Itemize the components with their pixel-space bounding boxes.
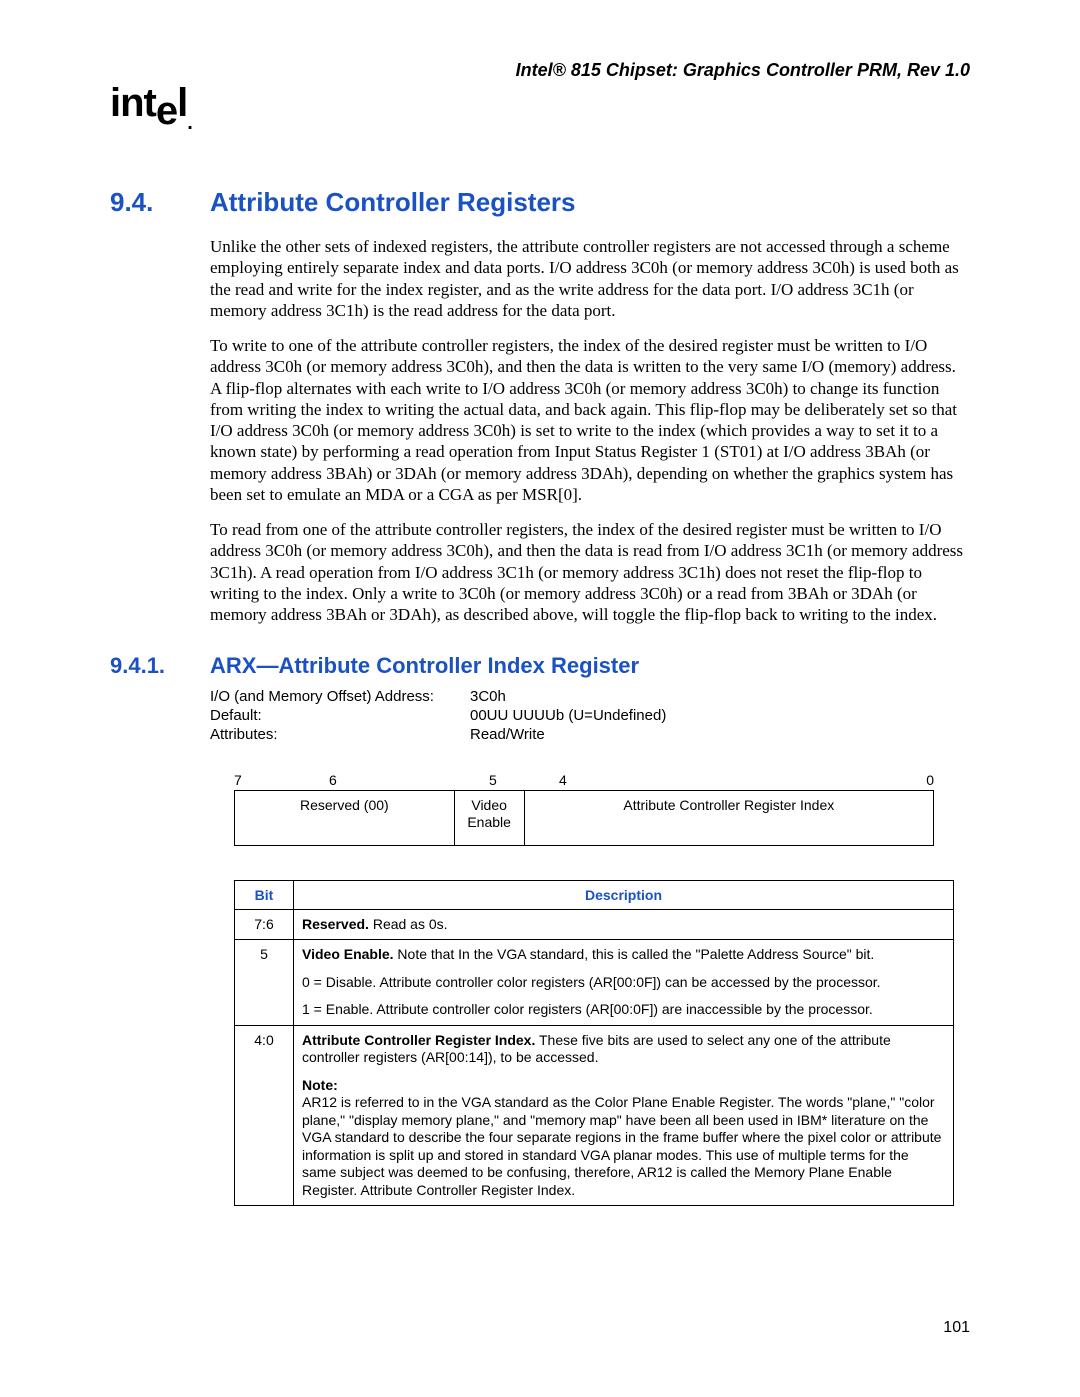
bit-cell: VideoEnable	[455, 791, 525, 846]
kv-value: 00UU UUUUb (U=Undefined)	[470, 706, 666, 725]
page-number: 101	[943, 1319, 970, 1337]
kv-row: Attributes: Read/Write	[210, 725, 666, 744]
paragraph: To write to one of the attribute control…	[210, 335, 970, 505]
col-header-description: Description	[294, 880, 954, 909]
bit-description: Video Enable. Note that In the VGA stand…	[294, 940, 954, 1026]
table-row: 7:6 Reserved. Read as 0s.	[235, 909, 954, 940]
table-row: 5 Video Enable. Note that In the VGA stan…	[235, 940, 954, 1026]
kv-row: I/O (and Memory Offset) Address: 3C0h	[210, 687, 666, 706]
bit-description: Reserved. Read as 0s.	[294, 909, 954, 940]
section-body: Unlike the other sets of indexed registe…	[210, 236, 970, 625]
running-header: Intel® 815 Chipset: Graphics Controller …	[110, 60, 970, 81]
bit-cell: Reserved (00)	[235, 791, 455, 846]
kv-value: 3C0h	[470, 687, 666, 706]
description-line: Attribute Controller Register Index. The…	[302, 1032, 945, 1067]
kv-key: Default:	[210, 706, 470, 725]
page: Intel® 815 Chipset: Graphics Controller …	[0, 0, 1080, 1397]
description-line: AR12 is referred to in the VGA standard …	[302, 1094, 945, 1199]
bit-range: 7:6	[235, 909, 294, 940]
bit-layout-diagram: 76540 Reserved (00)VideoEnableAttribute …	[234, 772, 934, 846]
table-row: 4:0Attribute Controller Register Index. …	[235, 1025, 954, 1206]
section-title: Attribute Controller Registers	[210, 187, 576, 218]
table-header-row: Bit Description	[235, 880, 954, 909]
intel-logo: intel.	[110, 81, 970, 131]
subsection-number: 9.4.1.	[110, 653, 210, 679]
bit-cell: Attribute Controller Register Index	[525, 791, 934, 846]
bit-description: Attribute Controller Register Index. The…	[294, 1025, 954, 1206]
subsection-heading: 9.4.1. ARX—Attribute Controller Index Re…	[110, 653, 970, 679]
bit-description-table: Bit Description 7:6 Reserved. Read as 0s.…	[234, 880, 954, 1207]
bit-cells-row: Reserved (00)VideoEnableAttribute Contro…	[234, 791, 934, 846]
bit-number: 0	[624, 772, 934, 790]
bit-range: 5	[235, 940, 294, 1026]
bit-number: 4	[559, 772, 624, 790]
paragraph: Unlike the other sets of indexed registe…	[210, 236, 970, 321]
section-number: 9.4.	[110, 187, 210, 218]
bit-number: 6	[329, 772, 489, 790]
col-header-bit: Bit	[235, 880, 294, 909]
section-heading: 9.4. Attribute Controller Registers	[110, 187, 970, 218]
description-line: Reserved. Read as 0s.	[302, 916, 945, 934]
kv-key: Attributes:	[210, 725, 470, 744]
description-line: Note:	[302, 1077, 945, 1095]
description-line: 0 = Disable. Attribute controller color …	[302, 974, 945, 992]
kv-key: I/O (and Memory Offset) Address:	[210, 687, 470, 706]
bit-number: 5	[489, 772, 559, 790]
description-line: 1 = Enable. Attribute controller color r…	[302, 1001, 945, 1019]
paragraph: To read from one of the attribute contro…	[210, 519, 970, 625]
bit-range: 4:0	[235, 1025, 294, 1206]
bit-number: 7	[234, 772, 329, 790]
description-line: Video Enable. Note that In the VGA stand…	[302, 946, 945, 964]
subsection-title: ARX—Attribute Controller Index Register	[210, 653, 639, 679]
kv-row: Default: 00UU UUUUb (U=Undefined)	[210, 706, 666, 725]
bit-numbers-row: 76540	[234, 772, 934, 791]
subsection-body: I/O (and Memory Offset) Address: 3C0h De…	[210, 687, 970, 1206]
register-properties: I/O (and Memory Offset) Address: 3C0h De…	[210, 687, 666, 744]
kv-value: Read/Write	[470, 725, 666, 744]
